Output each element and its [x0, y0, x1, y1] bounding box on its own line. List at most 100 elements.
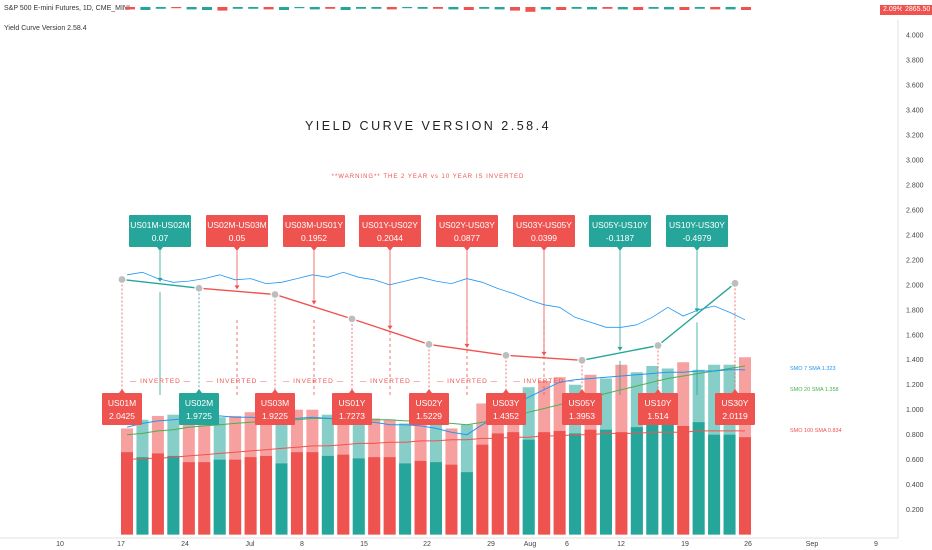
price-badge: 2865.50	[902, 5, 932, 15]
mini-candle	[571, 7, 582, 9]
spread-label-pointer	[617, 247, 623, 251]
tenor-label-box	[715, 393, 755, 425]
histogram-bar	[615, 432, 628, 535]
mini-candle	[617, 7, 628, 10]
tenor-value: 1.514	[647, 411, 669, 421]
spread-value: 0.07	[152, 233, 169, 243]
spread-name: US03M-US01Y	[285, 220, 343, 230]
curve-segment	[428, 343, 507, 357]
tenor-label-box	[332, 393, 372, 425]
background-yield-line	[126, 271, 746, 328]
mini-candle	[556, 7, 567, 10]
spread-value: 0.1952	[301, 233, 327, 243]
y-tick-label: 3.000	[906, 157, 924, 164]
curve-node	[270, 289, 280, 300]
mini-candle	[725, 7, 736, 10]
histogram-bar	[260, 455, 273, 535]
mini-candle	[279, 7, 289, 10]
tenor-label-box	[102, 393, 142, 425]
histogram-bar	[553, 430, 566, 535]
mini-candle	[171, 7, 182, 9]
spread-arrowhead	[311, 300, 317, 305]
histogram-bar	[630, 427, 643, 535]
x-tick-label: 9	[874, 541, 878, 548]
warning-text: **WARNING** THE 2 YEAR vs 10 YEAR IS INV…	[332, 174, 525, 180]
y-tick-label: 3.400	[906, 107, 924, 114]
mini-candle	[402, 7, 413, 9]
histogram-bar	[337, 454, 350, 535]
curve-segment	[121, 278, 200, 289]
inverted-label: — INVERTED —	[130, 378, 191, 385]
spread-label-box	[283, 215, 345, 247]
tenor-name: US01M	[108, 398, 136, 408]
tenor-value: 2.0425	[109, 411, 135, 421]
spread-name: US10Y-US30Y	[669, 220, 725, 230]
histogram-bar	[538, 432, 551, 535]
x-tick-label: 19	[681, 541, 689, 548]
mini-candle	[510, 7, 520, 11]
mini-candle	[664, 7, 674, 10]
x-tick-label: 6	[565, 541, 569, 548]
curve-node	[347, 314, 357, 324]
spread-value: -0.1187	[606, 233, 634, 243]
tenor-value: 1.5229	[416, 411, 442, 421]
tenor-name: US01Y	[339, 398, 366, 408]
curve-node	[424, 339, 434, 349]
histogram-bar	[445, 464, 458, 535]
symbol-header: S&P 500 E-mini Futures, 1D, CME_MINI	[4, 5, 130, 12]
mini-candle	[232, 7, 243, 9]
y-tick-label: 1.800	[906, 307, 924, 314]
spread-value: 0.2044	[377, 233, 403, 243]
mini-candle	[694, 7, 705, 9]
x-tick-label: Sep	[806, 541, 819, 548]
mini-candle	[679, 7, 690, 10]
mini-candle	[309, 7, 320, 10]
tenor-label-pointer	[349, 389, 355, 393]
curve-segment	[351, 318, 430, 346]
x-tick-label: 8	[300, 541, 304, 548]
x-tick-label: 17	[117, 541, 125, 548]
indicator-title[interactable]: Yield Curve Version 2.58.4	[4, 25, 87, 32]
sma100-line	[126, 430, 745, 461]
curve-node	[117, 274, 127, 285]
histogram-bar	[213, 459, 226, 535]
spread-label-pointer	[157, 247, 163, 251]
tenor-label-pointer	[196, 389, 202, 393]
spread-value: 0.0877	[454, 233, 480, 243]
histogram-bar	[708, 434, 721, 535]
curve-segment	[274, 293, 353, 320]
mini-candle	[417, 7, 428, 9]
y-tick-label: 2.200	[906, 257, 924, 264]
spread-label-box	[666, 215, 728, 247]
tenor-label-box	[409, 393, 449, 425]
histogram-bar	[121, 452, 133, 535]
tenor-label-pointer	[503, 389, 509, 393]
spread-name: US03Y-US05Y	[516, 220, 572, 230]
mini-candle	[263, 7, 274, 10]
ma-legend-label: SMO 100 SMA 0.834	[790, 428, 842, 434]
y-tick-label: 2.000	[906, 282, 924, 289]
inverted-label: — INVERTED —	[437, 378, 498, 385]
spread-label-box	[513, 215, 575, 247]
mini-candle	[186, 7, 197, 10]
spread-arrowhead	[234, 285, 240, 290]
y-tick-label: 1.400	[906, 357, 924, 364]
spread-name: US01Y-US02Y	[362, 220, 418, 230]
histogram-bar	[136, 457, 149, 535]
x-tick-label: 22	[423, 541, 431, 548]
y-tick-label: 2.800	[906, 182, 924, 189]
sma7-line	[126, 369, 745, 436]
mini-candle	[741, 7, 751, 10]
histogram-bar	[507, 432, 520, 535]
spread-label-box	[436, 215, 498, 247]
mini-candle	[356, 7, 366, 9]
spread-label-pointer	[694, 247, 700, 251]
histogram-bar	[167, 455, 180, 535]
mini-candle	[648, 7, 659, 9]
tenor-value: 1.4352	[493, 411, 519, 421]
histogram-bar	[198, 462, 211, 535]
curve-node	[194, 283, 204, 293]
histogram-bar	[151, 453, 164, 535]
y-tick-label: 1.000	[906, 407, 924, 414]
